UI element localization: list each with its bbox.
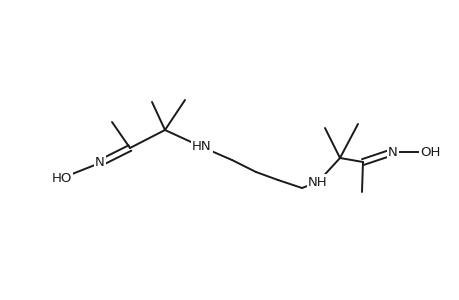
Text: OH: OH [419,146,439,158]
Text: NH: NH [308,176,327,188]
Text: N: N [387,146,397,158]
Text: HN: HN [192,140,211,154]
Text: HO: HO [52,172,72,184]
Text: N: N [95,157,105,169]
